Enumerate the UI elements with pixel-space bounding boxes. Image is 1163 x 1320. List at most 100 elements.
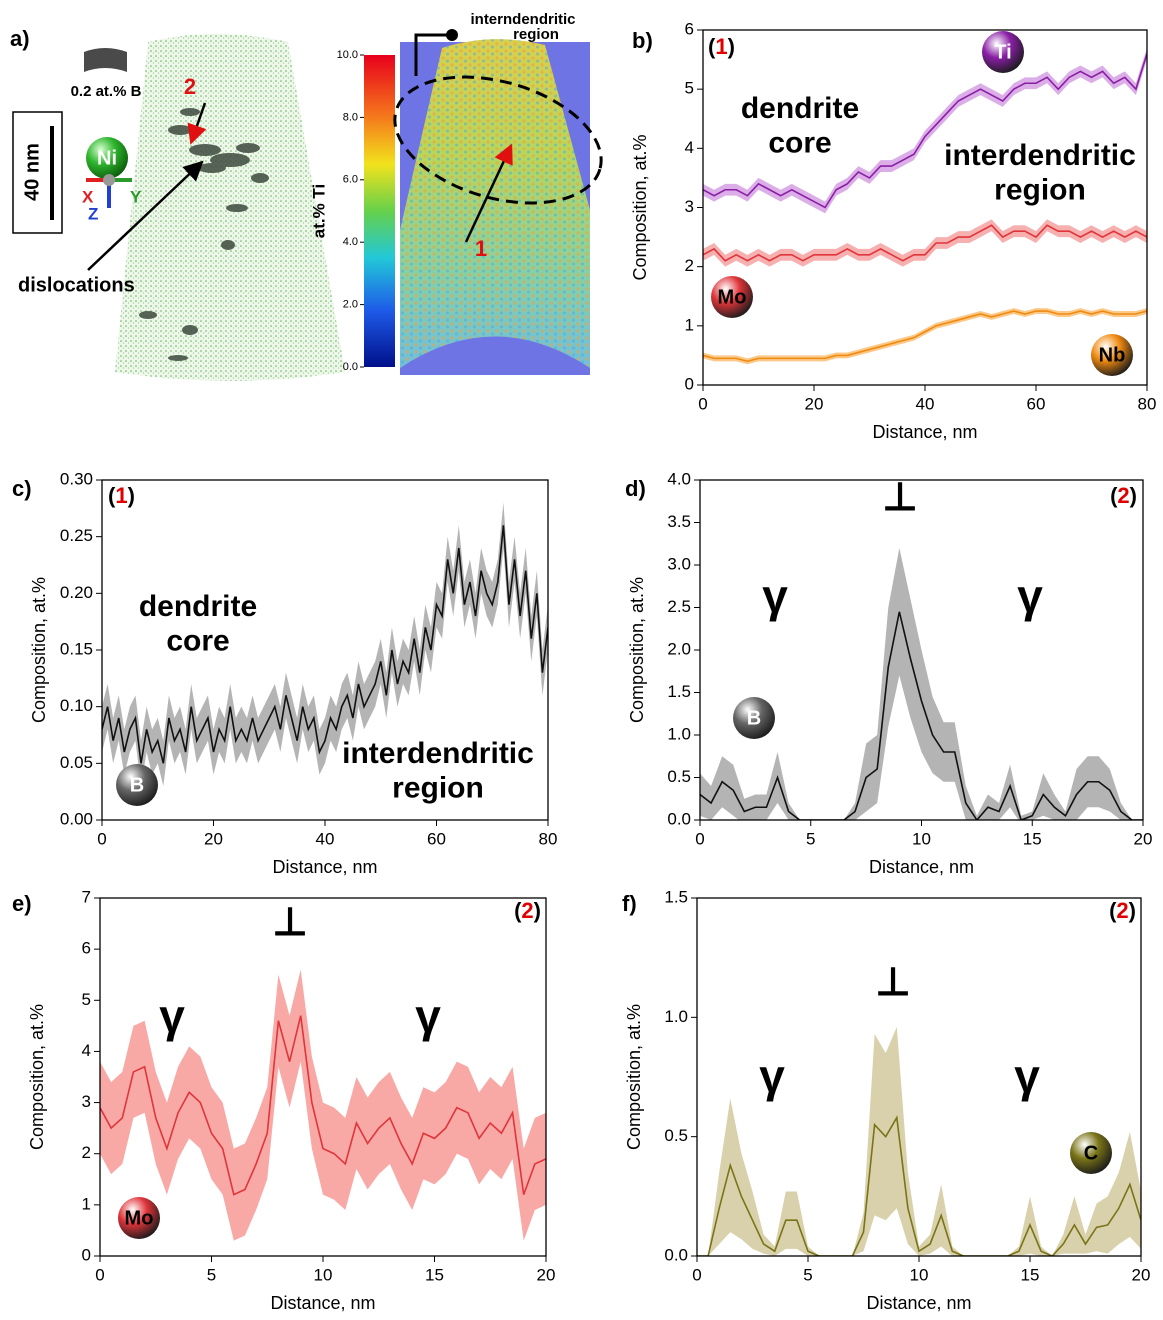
arrow <box>464 143 513 243</box>
y-tick-label: 3.0 <box>667 554 691 573</box>
panel-a: a) 0.2 at.% B Ni 40 nm X Y Z 2 dislocati… <box>10 11 603 381</box>
colorbar-ticks: 0.0 2.0 4.0 6.0 8.0 10.0 <box>337 49 364 373</box>
y-tick-label: 1 <box>82 1194 91 1213</box>
x-axis-title: Distance, nm <box>272 857 377 877</box>
y-tick-label: 2 <box>82 1143 91 1162</box>
y-tick-label: 4 <box>82 1041 91 1060</box>
x-tick-label: 5 <box>207 1265 216 1284</box>
region-label: 2 <box>184 74 196 99</box>
region-mark-part: ( <box>108 483 116 508</box>
region-mark-part: ( <box>708 34 716 59</box>
y-tick-label: 1.0 <box>664 1007 688 1026</box>
y-tick-label: 0 <box>82 1245 91 1264</box>
chart: Mo 0 5 10 15 20 0 1 2 3 4 5 6 7 Distance, nm Compositio… <box>12 887 555 1312</box>
colorbar-label: at.% Ti <box>309 184 328 238</box>
region-mark-part: 2 <box>1117 483 1129 508</box>
y-tick-label: 5 <box>82 990 91 1009</box>
annotation: γ <box>1017 570 1043 622</box>
region-mark: (2) <box>1109 898 1136 923</box>
panel-label: d) <box>625 476 646 501</box>
x-axis-title: Distance, nm <box>872 422 977 442</box>
plot-area <box>697 1026 1141 1256</box>
annotation: γ <box>762 570 788 622</box>
region-mark-part: ( <box>514 898 522 923</box>
y-tick-label: 0 <box>685 374 694 393</box>
region-mark-part: ) <box>534 898 541 923</box>
legend-sphere <box>118 1197 160 1239</box>
axis-label: Z <box>88 204 98 223</box>
y-tick-label: 0.30 <box>60 469 93 488</box>
annotation: region <box>994 173 1086 206</box>
line <box>703 310 1147 363</box>
annotation: core <box>166 624 229 657</box>
panel-label: c) <box>12 476 32 501</box>
y-tick-label: 6 <box>82 939 91 958</box>
boron-ribbon <box>84 48 127 72</box>
y-tick-label: 2 <box>685 256 694 275</box>
x-axis-title: Distance, nm <box>866 1293 971 1313</box>
plot-area <box>102 502 548 786</box>
annotation: dendrite <box>139 590 257 623</box>
callout-label: interndendritic <box>470 11 575 28</box>
error-band <box>100 969 546 1241</box>
line <box>102 525 548 764</box>
y-tick-label: 1 <box>685 315 694 334</box>
y-tick-label: 4.0 <box>667 469 691 488</box>
ti-map-texture <box>400 39 590 375</box>
y-tick-label: 0.0 <box>664 1245 688 1264</box>
colorbar-tick-label: 2.0 <box>343 299 358 311</box>
legend-label: Nb <box>1099 344 1126 366</box>
y-tick-label: 0.00 <box>60 809 93 828</box>
dislocations-label: dislocations <box>18 274 135 296</box>
x-tick-label: 80 <box>1138 394 1157 413</box>
x-tick-label: 10 <box>912 829 931 848</box>
x-tick-label: 80 <box>539 829 558 848</box>
x-axis-title: Distance, nm <box>270 1293 375 1313</box>
annotation: core <box>768 126 831 159</box>
error-band <box>703 47 1147 214</box>
x-tick-label: 20 <box>805 394 824 413</box>
x-tick-label: 40 <box>316 829 335 848</box>
annotation: interdendritic <box>944 139 1136 172</box>
y-tick-label: 0.5 <box>667 767 691 786</box>
axis-origin <box>103 174 115 186</box>
line <box>703 224 1147 262</box>
y-tick-label: 2.5 <box>667 597 691 616</box>
x-tick-label: 15 <box>1023 829 1042 848</box>
region-mark-part: 1 <box>715 34 727 59</box>
plot-frame <box>99 897 547 1257</box>
arrow <box>187 102 207 145</box>
region-mark-part: ) <box>1129 898 1136 923</box>
annotation: region <box>392 771 484 804</box>
x-tick-label: 5 <box>806 829 815 848</box>
region-mark-part: ) <box>1130 483 1137 508</box>
legend-label: Ti <box>994 41 1011 63</box>
legend-sphere <box>711 276 753 318</box>
legend-sphere <box>982 31 1024 73</box>
region-mark: (1) <box>108 483 135 508</box>
y-tick-label: 3.5 <box>667 512 691 531</box>
x-tick-label: 0 <box>698 394 707 413</box>
chart: Ti Mo Nb 0 20 40 60 80 0 1 2 3 4 5 6 Distance, nm Compos… <box>630 19 1157 441</box>
y-tick-label: 0.20 <box>60 583 93 602</box>
panel-label: a) <box>10 26 30 51</box>
scale-label: 40 nm <box>21 143 43 201</box>
annotation: interdendritic <box>342 737 534 770</box>
x-tick-label: 20 <box>1134 829 1153 848</box>
region-mark-part: 2 <box>1116 898 1128 923</box>
panel-label: f) <box>622 891 637 916</box>
callout-dot <box>446 29 458 41</box>
annotation: ⊥ <box>882 476 919 520</box>
y-axis-title: Composition, at.% <box>29 577 49 723</box>
x-tick-label: 0 <box>95 1265 104 1284</box>
annotation: ⊥ <box>875 961 912 1005</box>
line <box>100 1015 546 1196</box>
y-tick-label: 0.05 <box>60 753 93 772</box>
y-axis-title: Composition, at.% <box>630 134 650 280</box>
chart: B 0 5 10 15 20 0.0 0.5 1.0 1.5 2.0 2.5 3.0 3.5 4.0 Dist… <box>625 469 1152 876</box>
legend-label: B <box>130 774 144 796</box>
colorbar-tick-label: 0.0 <box>343 361 358 373</box>
y-tick-label: 0.25 <box>60 526 93 545</box>
x-tick-label: 40 <box>916 394 935 413</box>
y-tick-label: 0.10 <box>60 696 93 715</box>
